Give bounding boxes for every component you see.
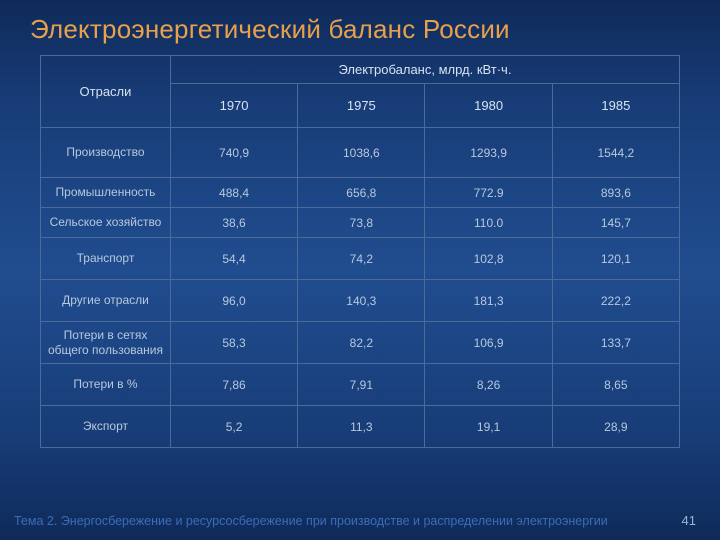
- table-body: Производство740,91038,61293,91544,2Промы…: [41, 128, 680, 448]
- cell: 54,4: [170, 238, 297, 280]
- cell: 82,2: [298, 322, 425, 364]
- cell: 96,0: [170, 280, 297, 322]
- table-row: Производство740,91038,61293,91544,2: [41, 128, 680, 178]
- cell: 1544,2: [552, 128, 679, 178]
- row-label: Потери в %: [41, 364, 171, 406]
- header-year: 1985: [552, 84, 679, 128]
- header-label: Отрасли: [41, 56, 171, 128]
- row-label: Сельское хозяйство: [41, 208, 171, 238]
- cell: 133,7: [552, 322, 679, 364]
- table-row: Экспорт5,211,319,128,9: [41, 406, 680, 448]
- footer-text: Тема 2. Энергосбережение и ресурсосбереж…: [14, 514, 608, 528]
- cell: 656,8: [298, 178, 425, 208]
- row-label: Производство: [41, 128, 171, 178]
- table-header: Отрасли Электробаланс, млрд. кВт·ч. 1970…: [41, 56, 680, 128]
- table-row: Другие отрасли96,0140,3181,3222,2: [41, 280, 680, 322]
- row-label: Другие отрасли: [41, 280, 171, 322]
- cell: 772.9: [425, 178, 552, 208]
- cell: 1293,9: [425, 128, 552, 178]
- table-row: Сельское хозяйство38,673,8110.0145,7: [41, 208, 680, 238]
- cell: 488,4: [170, 178, 297, 208]
- cell: 120,1: [552, 238, 679, 280]
- cell: 110.0: [425, 208, 552, 238]
- cell: 140,3: [298, 280, 425, 322]
- header-year: 1980: [425, 84, 552, 128]
- energy-balance-table: Отрасли Электробаланс, млрд. кВт·ч. 1970…: [40, 55, 680, 448]
- cell: 8,26: [425, 364, 552, 406]
- row-label: Транспорт: [41, 238, 171, 280]
- cell: 38,6: [170, 208, 297, 238]
- page-title: Электроэнергетический баланс России: [30, 14, 690, 45]
- row-label: Потери в сетях общего пользования: [41, 322, 171, 364]
- table-row: Транспорт54,474,2102,8120,1: [41, 238, 680, 280]
- header-year: 1970: [170, 84, 297, 128]
- cell: 11,3: [298, 406, 425, 448]
- cell: 145,7: [552, 208, 679, 238]
- slide: Электроэнергетический баланс России Отра…: [0, 0, 720, 540]
- cell: 106,9: [425, 322, 552, 364]
- header-group: Электробаланс, млрд. кВт·ч.: [170, 56, 679, 84]
- cell: 893,6: [552, 178, 679, 208]
- cell: 58,3: [170, 322, 297, 364]
- row-label: Экспорт: [41, 406, 171, 448]
- cell: 7,91: [298, 364, 425, 406]
- header-year: 1975: [298, 84, 425, 128]
- row-label: Промышленность: [41, 178, 171, 208]
- cell: 222,2: [552, 280, 679, 322]
- cell: 181,3: [425, 280, 552, 322]
- cell: 19,1: [425, 406, 552, 448]
- page-number: 41: [682, 513, 696, 528]
- table-row: Потери в сетях общего пользования58,382,…: [41, 322, 680, 364]
- table-row: Промышленность488,4656,8772.9893,6: [41, 178, 680, 208]
- cell: 1038,6: [298, 128, 425, 178]
- cell: 28,9: [552, 406, 679, 448]
- cell: 7,86: [170, 364, 297, 406]
- cell: 74,2: [298, 238, 425, 280]
- cell: 73,8: [298, 208, 425, 238]
- cell: 8,65: [552, 364, 679, 406]
- cell: 102,8: [425, 238, 552, 280]
- table-row: Потери в %7,867,918,268,65: [41, 364, 680, 406]
- cell: 740,9: [170, 128, 297, 178]
- cell: 5,2: [170, 406, 297, 448]
